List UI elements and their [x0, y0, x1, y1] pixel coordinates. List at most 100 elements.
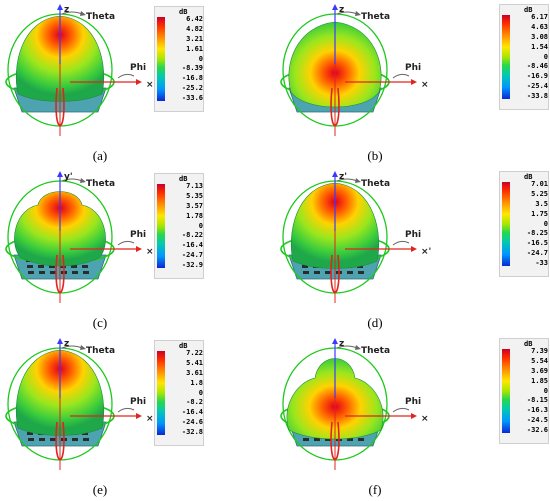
colorbar-tick-label: -33.6 [181, 94, 203, 102]
phi-label: Phi [405, 63, 421, 73]
colorbar-tick-label: -25.2 [181, 84, 203, 93]
phi-arrow [392, 407, 410, 413]
array-element [325, 438, 331, 441]
theta-arrowhead [355, 11, 361, 16]
colorbar-tick-label: 5.41 [186, 358, 203, 367]
colorbar-tick-label: -8.15 [526, 396, 548, 405]
colorbar-tick-label: -32.8 [181, 428, 203, 436]
colorbar-tick-label: 1.54 [531, 42, 548, 51]
colorbar-tick-label: 6.42 [186, 15, 203, 23]
array-element [82, 265, 88, 268]
colorbar-tick-label: -8.39 [181, 64, 203, 73]
colorbar-tick-label: 1.61 [186, 44, 203, 53]
x-axis-arrow [136, 246, 142, 252]
colorbar-tick-label: -25.4 [526, 82, 548, 91]
array-element [325, 271, 331, 274]
phi-label: Phi [405, 397, 421, 407]
colorbar-tick-label: -16.8 [181, 74, 203, 83]
colorbar-ticks: 6.42 4.82 3.21 1.61 0 -8.39 -16.8 -25.2 -33.6 [167, 16, 203, 102]
colorbar-tick-label: -32.6 [526, 426, 548, 434]
array-element [358, 271, 364, 274]
panel-b: z Theta Phi × dB 6.17 4.63 3.08 1.54 0 -8.46 -16.9-… [275, 0, 550, 167]
z-axis-label: z [64, 5, 69, 15]
array-element [314, 271, 320, 274]
z-axis-label: z [339, 5, 344, 15]
panel-c: y' Theta Phi ×' dB 7.13 5.35 3.57 1.78 0 -8.22 -16.… [0, 167, 275, 334]
colorbar-tick-label: -16.4 [181, 408, 203, 417]
colorbar-tick-label: 5.25 [531, 189, 548, 198]
colorbar-tick-label: 3.5 [535, 199, 548, 208]
array-element [358, 438, 364, 441]
z-axis-label: z [64, 339, 69, 349]
radiation-pattern-3d-plot: z Theta Phi× [280, 338, 429, 470]
colorbar-tick-label: 7.22 [186, 349, 203, 357]
colorbar-legend: dB 7.01 5.25 3.5 1.75 0 -8.25 -16.5 -24.7 -33 [499, 171, 549, 277]
colorbar-ticks: 6.17 4.63 3.08 1.54 0 -8.46 -16.9 -25.4 -33.8 [512, 14, 548, 100]
theta-label: Theta [361, 179, 390, 189]
colorbar-gradient [502, 15, 510, 99]
array-element [39, 271, 45, 274]
colorbar-tick-label: 7.13 [186, 182, 203, 190]
array-element [347, 438, 353, 441]
array-element [83, 271, 89, 274]
radiation-pattern-3d-plot: y' Theta Phi×' [5, 171, 156, 303]
colorbar-tick-label: -16.4 [181, 241, 203, 250]
colorbar-legend: dB 7.13 5.35 3.57 1.78 0 -8.22 -16.4 -24.7 -32.9 [154, 173, 204, 279]
colorbar-tick-label: 4.82 [186, 24, 203, 33]
colorbar-legend: dB 6.17 4.63 3.08 1.54 0 -8.46 -16.9 -25.4 -33.8 [499, 4, 549, 110]
array-element [71, 265, 77, 268]
z-axis-arrow [332, 171, 338, 177]
array-element [50, 438, 56, 441]
array-element [27, 432, 33, 435]
array-element [347, 271, 353, 274]
x-axis-label: × [146, 80, 154, 90]
colorbar-tick-label: 0 [198, 54, 203, 63]
array-element [39, 438, 45, 441]
array-element [50, 271, 56, 274]
colorbar-tick-label: 3.57 [186, 201, 203, 210]
colorbar-tick-label: 3.61 [186, 368, 203, 377]
colorbar-tick-label: -16.5 [526, 239, 548, 248]
colorbar-legend: dB 6.42 4.82 3.21 1.61 0 -8.39 -16.8 -25.2 -33.6 [154, 6, 204, 112]
theta-arrowhead [80, 345, 86, 350]
theta-arrow [61, 11, 83, 15]
array-element [302, 265, 308, 268]
theta-label: Theta [86, 346, 115, 356]
colorbar-ticks: 7.39 5.54 3.69 1.85 0 -8.15 -16.3 -24.5 -32.6 [512, 348, 548, 434]
panel-caption: (d) [367, 315, 383, 330]
colorbar-tick-label: 7.39 [531, 347, 548, 355]
array-element [83, 438, 89, 441]
panel-caption: (f) [368, 482, 382, 497]
colorbar-tick-label: 0 [543, 52, 548, 61]
z-axis-arrow [57, 338, 63, 344]
colorbar-legend: dB 7.39 5.54 3.69 1.85 0 -8.15 -16.3 -24.5 -32.6 [499, 338, 549, 444]
theta-label: Theta [86, 179, 115, 189]
phi-arrow [392, 73, 410, 79]
x-axis-arrow [411, 413, 417, 419]
colorbar-tick-label: 0 [543, 386, 548, 395]
theta-label: Theta [361, 12, 390, 22]
colorbar-tick-label: 3.69 [531, 366, 548, 375]
panel-f: z Theta Phi × dB 7.39 5.54 3.69 1.85 0 -8.15 -16.3-… [275, 334, 550, 501]
array-element [303, 438, 309, 441]
colorbar-unit: dB [524, 340, 533, 348]
colorbar-tick-label: -8.22 [181, 231, 203, 240]
colorbar-tick-label: 3.08 [531, 32, 548, 41]
colorbar-tick-label: -33.8 [526, 92, 548, 100]
x-axis-label: × [421, 80, 429, 90]
colorbar-tick-label: 1.8 [190, 378, 203, 387]
colorbar-tick-label: 4.63 [531, 22, 548, 31]
array-element [27, 265, 33, 268]
panel-caption: (c) [92, 315, 108, 330]
phi-label: Phi [405, 230, 421, 240]
theta-arrow [336, 11, 358, 15]
array-element [314, 438, 320, 441]
array-element [38, 265, 44, 268]
phi-arrow [117, 240, 135, 246]
phi-arrow [117, 407, 135, 413]
colorbar-tick-label: 3.21 [186, 34, 203, 43]
colorbar-tick-label: 6.17 [531, 13, 548, 21]
radiation-pattern-3d-plot: z Theta Phi× [5, 338, 154, 470]
colorbar-tick-label: 1.85 [531, 376, 548, 385]
colorbar-tick-label: 5.35 [186, 191, 203, 200]
